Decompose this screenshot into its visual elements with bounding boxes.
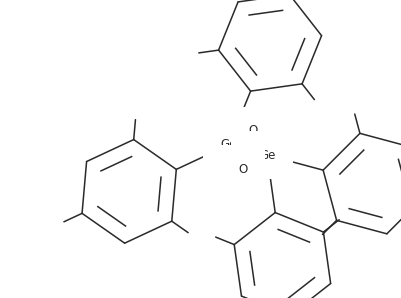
Text: Ge: Ge	[258, 149, 275, 162]
Text: O: O	[238, 163, 247, 176]
Text: O: O	[248, 124, 257, 137]
Text: Ge: Ge	[220, 138, 237, 151]
